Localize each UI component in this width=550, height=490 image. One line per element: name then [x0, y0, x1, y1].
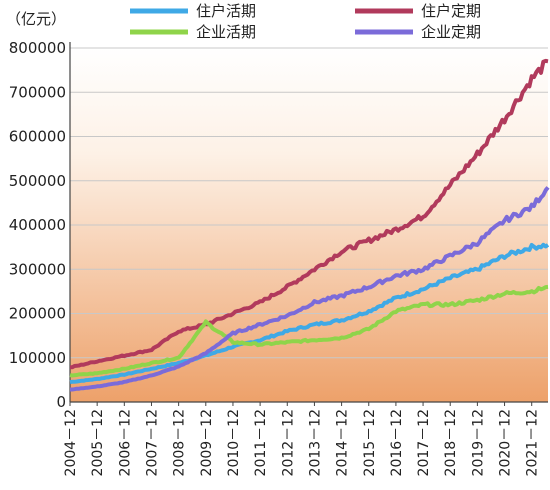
y-tick-label: 0: [56, 393, 66, 411]
y-tick-label: 300000: [9, 260, 66, 278]
x-tick-label: 2019－12: [470, 409, 486, 476]
x-tick-label: 2006－12: [117, 409, 133, 476]
gridlines: [69, 42, 548, 403]
x-tick-label: 2016－12: [389, 409, 405, 476]
legend-label: 住户定期: [421, 2, 481, 20]
x-tick-label: 2007－12: [144, 409, 160, 476]
x-tick-label: 2012－12: [280, 409, 296, 476]
x-tick-label: 2005－12: [90, 409, 106, 476]
x-tick-label: 2004－12: [63, 409, 79, 476]
legend-label: 企业定期: [421, 23, 481, 41]
x-tick-label: 2018－12: [443, 409, 459, 476]
series-line-住户定期: [70, 58, 549, 370]
x-tick-label: 2011－12: [253, 409, 269, 476]
y-axis-unit-label: （亿元）: [6, 10, 66, 28]
legend-label: 住户活期: [196, 2, 256, 20]
series-lines: [69, 58, 550, 392]
y-tick-label: 700000: [9, 83, 66, 101]
y-tick-label: 400000: [9, 216, 66, 234]
x-tick-label: 2020－12: [498, 409, 514, 476]
x-tick-label: 2010－12: [226, 409, 242, 476]
x-tick-label: 2009－12: [199, 409, 215, 476]
x-tick-label: 2017－12: [416, 409, 432, 476]
x-axis-ticks: 2004－12 2005－12 2006－12 2007－12 2008－12 2009－…: [63, 402, 541, 476]
x-tick-label: 2015－12: [362, 409, 378, 476]
y-tick-label: 100000: [9, 349, 66, 367]
series-line-企业活期: [69, 284, 549, 378]
x-tick-label: 2008－12: [172, 409, 188, 476]
x-tick-label: 2013－12: [307, 409, 323, 476]
y-tick-label: 600000: [9, 128, 66, 146]
y-tick-label: 800000: [9, 39, 66, 57]
x-tick-label: 2014－12: [335, 409, 351, 476]
series-line-企业定期: [70, 186, 550, 392]
series-line-住户活期: [69, 242, 550, 385]
legend-label: 企业活期: [196, 23, 256, 41]
x-tick-label: 2021－12: [525, 409, 541, 476]
y-tick-label: 500000: [9, 172, 66, 190]
y-axis-ticks: 0 100000 200000 300000 400000 500000 600000 700…: [9, 39, 66, 411]
y-tick-label: 200000: [9, 305, 66, 323]
